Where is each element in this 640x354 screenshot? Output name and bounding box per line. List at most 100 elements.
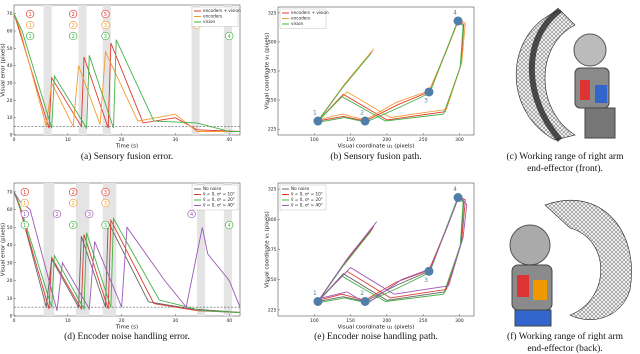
- annotation-circle: [101, 198, 110, 208]
- y-tick-label: 0: [10, 133, 13, 139]
- annotation-circle: [225, 31, 234, 41]
- y-tick-label: 250: [268, 277, 277, 283]
- shaded-band: [191, 5, 200, 135]
- x-tick-label: 20: [119, 137, 125, 143]
- y-tick-label: 30: [7, 260, 13, 266]
- y-tick-label: 50: [7, 225, 13, 231]
- y-axis-label: Visual error (pixels): [1, 43, 7, 96]
- annotation-label: 2: [55, 212, 58, 218]
- annotation-circle: [25, 20, 35, 30]
- annotation-label: 2: [72, 12, 75, 18]
- shaded-band: [223, 5, 232, 135]
- waypoint-label: 1: [313, 110, 317, 117]
- legend-label: ṽ = 0, σ² = 20°: [203, 197, 235, 202]
- annotation-circle: [187, 209, 196, 219]
- x-tick-label: 200: [383, 137, 392, 143]
- y-tick-label: 300: [268, 39, 277, 45]
- shaded-band: [223, 183, 232, 316]
- robot-image-back: [509, 199, 632, 327]
- annotation-circle: [69, 9, 78, 19]
- shaded-band: [43, 5, 52, 135]
- waypoint: [424, 266, 434, 276]
- annotation-circle: [69, 31, 78, 41]
- waypoint: [424, 87, 434, 97]
- y-tick-label: 300: [268, 217, 277, 223]
- legend-label: encoders + vision: [203, 8, 241, 13]
- y-axis-label: Visual coordinate v₁ (pixels): [265, 33, 271, 110]
- annotation-circle: [69, 220, 78, 230]
- y-tick-label: 275: [268, 247, 277, 253]
- annotation-circle: [20, 209, 29, 219]
- y-tick-label: 0: [10, 314, 13, 320]
- x-tick-label: 150: [346, 137, 355, 143]
- annotation-label: 1: [23, 201, 26, 207]
- waypoint: [453, 16, 463, 26]
- waypoint-label: 2: [360, 110, 364, 117]
- caption: (e) Encoder noise handling path.: [314, 331, 438, 342]
- caption: (c) Working range of right arm: [507, 151, 625, 162]
- annotation-label: 2: [72, 201, 75, 207]
- annotation-label: 1: [29, 34, 32, 40]
- y-tick-label: 325: [268, 10, 277, 16]
- waypoint: [453, 193, 463, 203]
- series-line: [13, 191, 241, 313]
- shaded-band: [75, 183, 90, 316]
- series-line: [13, 191, 241, 313]
- legend-label: ṽ = 0, σ² = 40°: [203, 203, 235, 208]
- y-tick-label: 20: [7, 278, 13, 284]
- legend-label: encoders: [203, 14, 222, 19]
- annotation-label: 1: [23, 223, 26, 229]
- caption: (a) Sensory fusion error.: [81, 151, 173, 162]
- series-line: [316, 21, 464, 123]
- annotation-label: 2: [72, 223, 75, 229]
- waypoint-label: 4: [453, 186, 457, 193]
- annotation-circle: [101, 31, 110, 41]
- waypoint: [360, 116, 370, 126]
- waypoint: [313, 116, 323, 126]
- series-line: [13, 13, 240, 132]
- x-tick-label: 100: [310, 318, 319, 324]
- x-tick-label: 0: [13, 137, 16, 143]
- annotation-circle: [25, 9, 35, 19]
- x-axis-label: Time (s): [115, 144, 138, 150]
- x-axis-label: Visual coordinate u₁ (pixels): [338, 325, 415, 331]
- legend-label: encoders: [291, 16, 310, 21]
- annotation-circle: [20, 187, 29, 197]
- annotation-circle: [20, 198, 29, 208]
- y-tick-label: 40: [7, 243, 13, 249]
- annotation-label: 2: [72, 23, 75, 29]
- caption: end-effector (back).: [527, 343, 602, 354]
- x-tick-label: 250: [419, 318, 428, 324]
- y-tick-label: 225: [268, 307, 277, 313]
- legend-box: [191, 6, 239, 27]
- waypoint-label: 3: [424, 97, 428, 104]
- annotation-label: 4: [190, 212, 193, 218]
- legend-label: ṽ = 0, σ² = 10°: [203, 192, 235, 197]
- waypoint-label: 3: [424, 277, 428, 284]
- x-tick-label: 100: [310, 137, 319, 143]
- annotation-label: 4: [228, 34, 231, 40]
- plot-area: [13, 4, 241, 136]
- annotation-circle: [225, 220, 234, 230]
- x-axis-label: Time (s): [115, 325, 138, 331]
- legend-box: [279, 8, 327, 29]
- annotation-label: 3: [104, 201, 107, 207]
- caption: (f) Working range of right arm: [507, 331, 624, 342]
- x-tick-label: 200: [383, 318, 392, 324]
- legend-label: vision: [291, 21, 304, 26]
- annotation-label: 5: [104, 12, 107, 18]
- legend-label: ṽ = 0, σ² = 10°: [291, 192, 323, 197]
- legend-label: vision: [203, 19, 216, 24]
- annotation-label: 3: [104, 34, 107, 40]
- y-tick-label: 250: [268, 98, 277, 104]
- shaded-band: [102, 5, 111, 135]
- y-tick-label: 20: [7, 98, 13, 104]
- annotation-circle: [20, 220, 29, 230]
- annotation-label: 3: [104, 23, 107, 29]
- series-line: [13, 13, 241, 132]
- caption: (b) Sensory fusion path.: [330, 151, 421, 162]
- waypoint: [360, 296, 370, 306]
- y-tick-label: 70: [7, 189, 13, 195]
- x-tick-label: 300: [455, 137, 464, 143]
